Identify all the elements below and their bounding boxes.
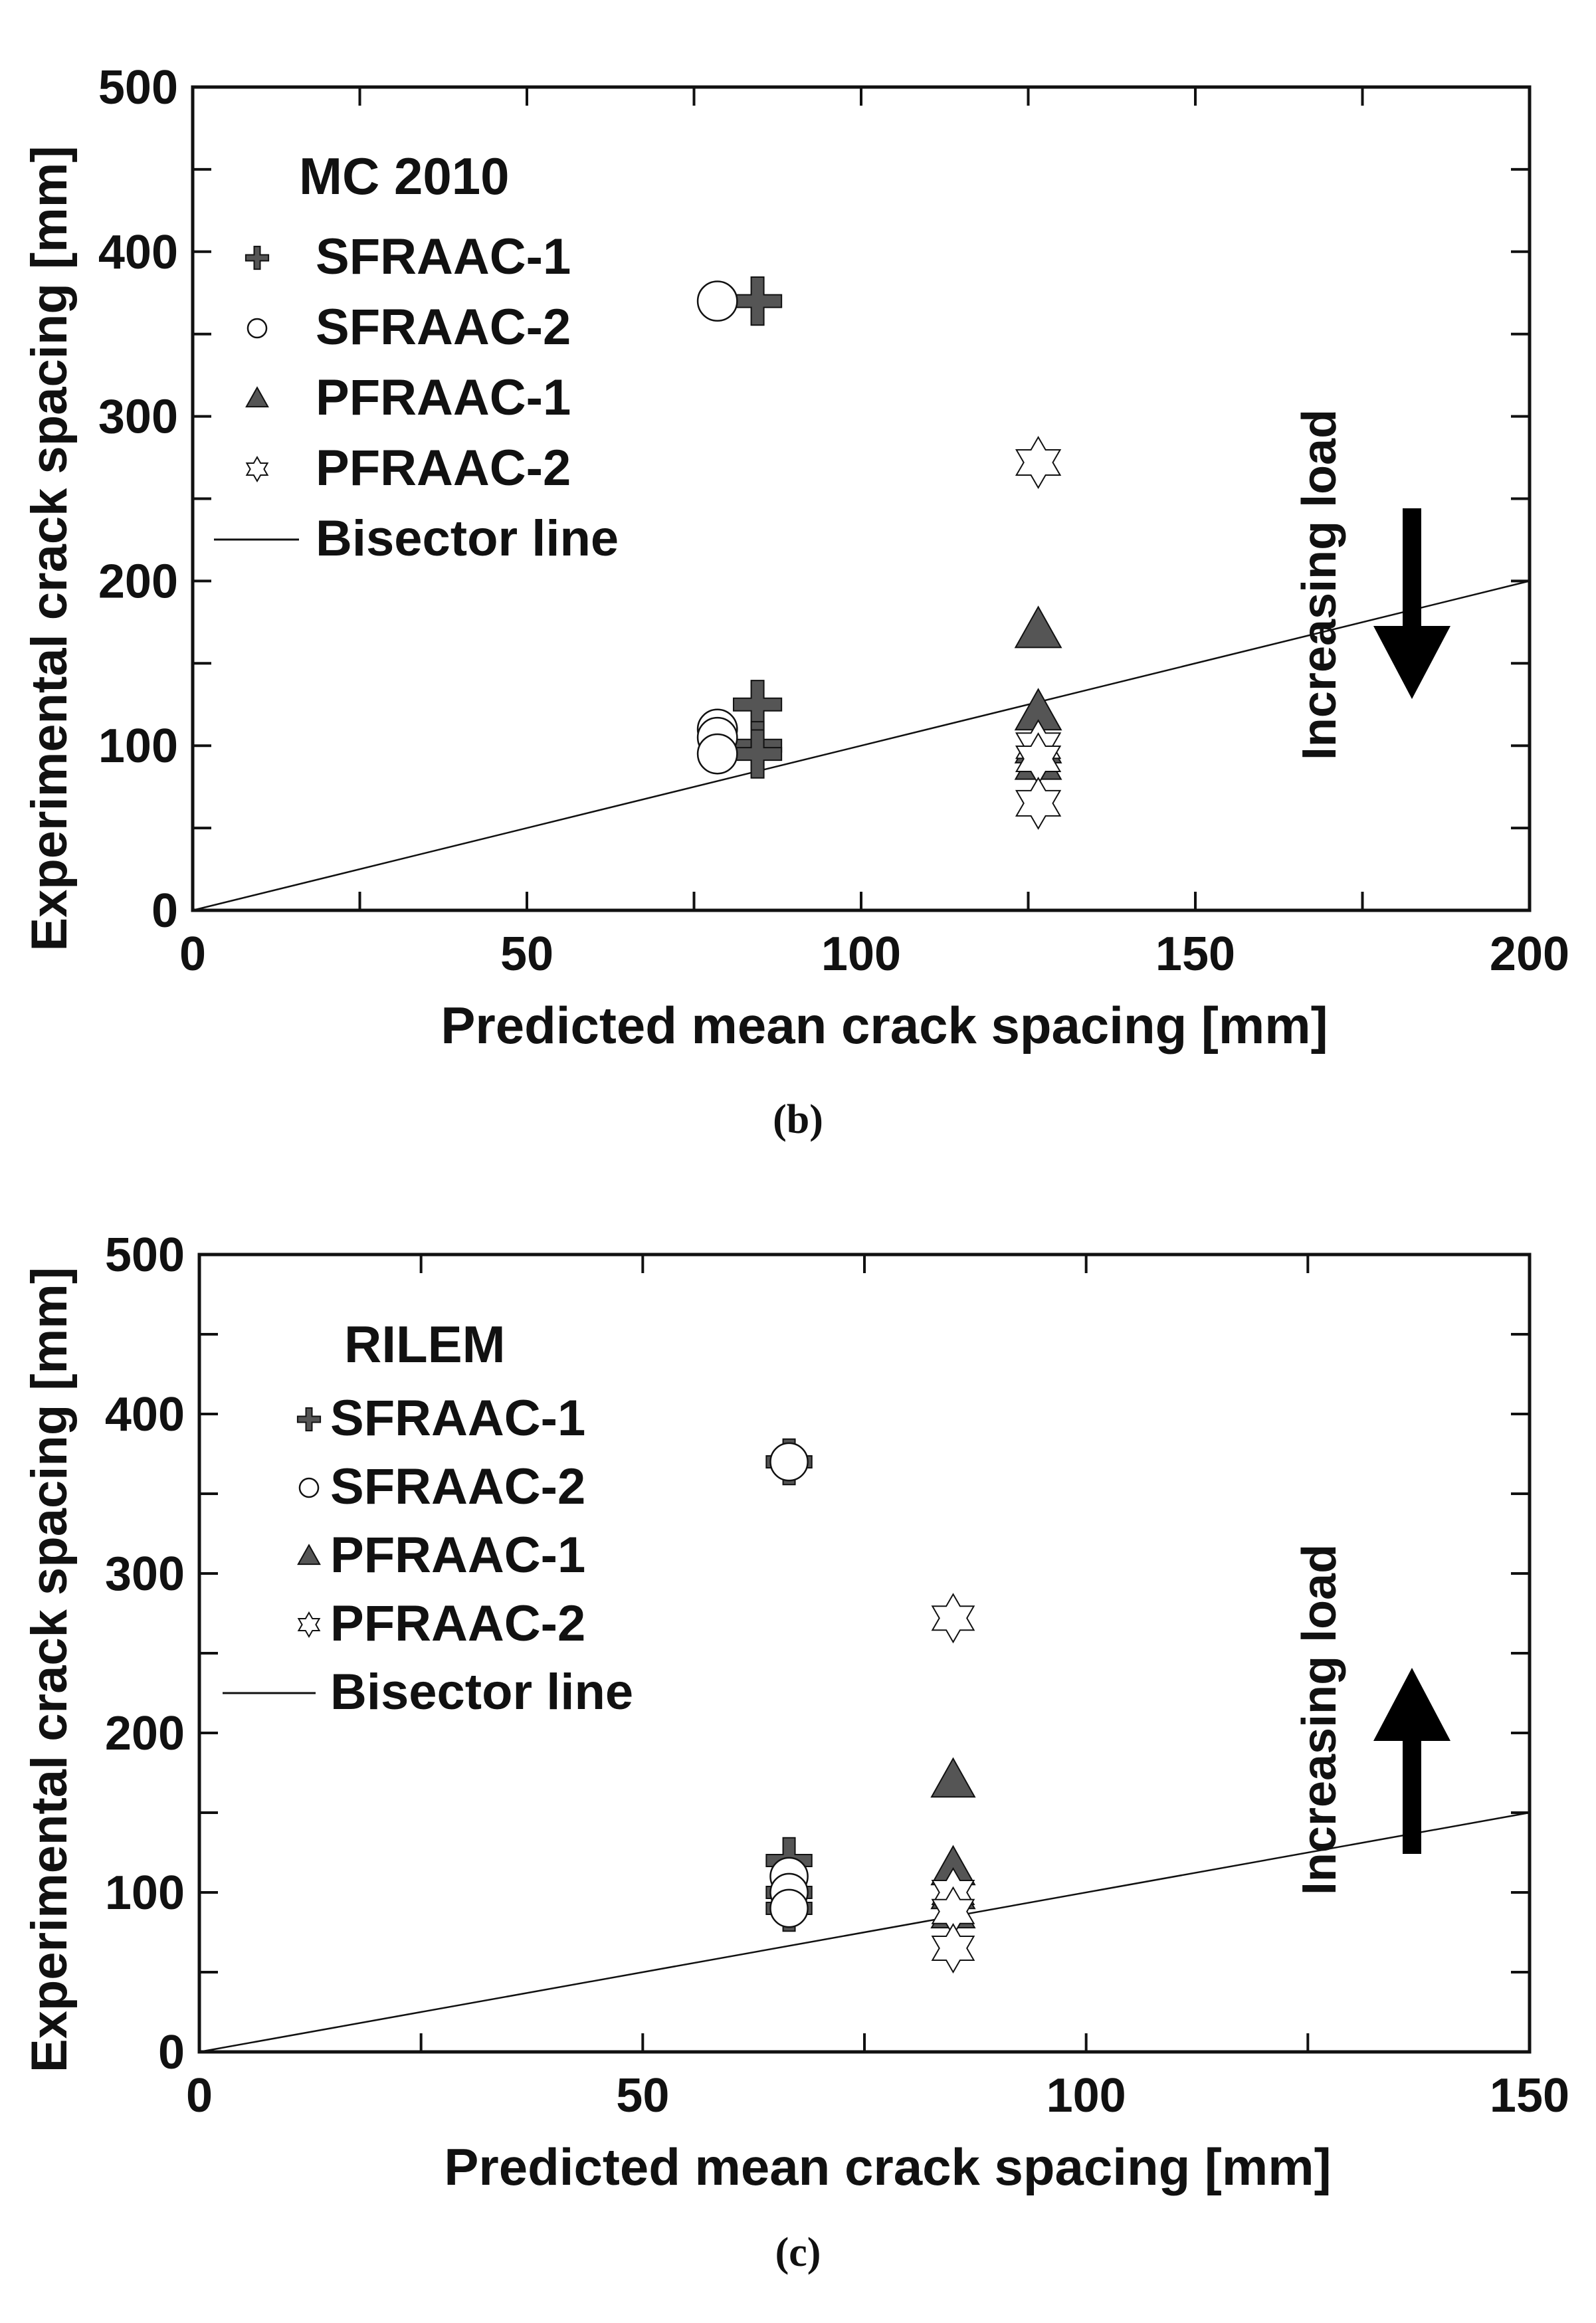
legend-label: SFRAAC-1 xyxy=(316,229,571,285)
arrow-up-icon xyxy=(1373,1668,1450,1854)
y-tick-label: 500 xyxy=(105,1229,185,1282)
annotation-increasing-load: Increasing load xyxy=(1293,1544,1346,1895)
y-tick-label: 300 xyxy=(98,391,178,444)
series-sfraac-1 xyxy=(732,276,783,779)
y-tick-label: 100 xyxy=(105,1867,185,1920)
legend-title: RILEM xyxy=(344,1315,506,1373)
y-tick-label: 300 xyxy=(105,1548,185,1601)
legend-marker xyxy=(247,318,268,339)
data-point xyxy=(931,1593,975,1644)
legend-label: PFRAAC-1 xyxy=(316,369,571,426)
legend-label: Bisector line xyxy=(330,1664,633,1720)
chart-panel-b: 0 50 100 150 200 0 100 200 300 400 500 Predicted me… xyxy=(21,61,1569,1142)
y-axis-title: Experimental crack spacing [mm] xyxy=(21,146,78,951)
legend-marker xyxy=(245,456,269,482)
legend-marker xyxy=(298,1477,320,1498)
bisector-line xyxy=(199,1811,1530,2053)
legend-label: PFRAAC-2 xyxy=(316,440,571,496)
y-tick-label: 200 xyxy=(105,1707,185,1760)
x-tick-label: 0 xyxy=(179,928,206,981)
legend-marker xyxy=(296,1407,322,1432)
y-tick-label: 500 xyxy=(98,61,178,114)
legend-label: SFRAAC-2 xyxy=(330,1459,585,1515)
series-pfraac-2 xyxy=(1015,436,1062,830)
x-tick-label: 0 xyxy=(186,2069,213,2122)
y-tick-label: 400 xyxy=(105,1388,185,1441)
arrow-down-icon xyxy=(1373,508,1450,699)
data-point xyxy=(769,1888,809,1928)
data-point xyxy=(769,1442,809,1482)
series-pfraac-2 xyxy=(931,1593,975,1973)
y-tick-label: 0 xyxy=(158,2026,185,2079)
data-point xyxy=(1015,436,1062,489)
legend-marker xyxy=(297,1611,321,1638)
x-tick-label: 200 xyxy=(1490,928,1569,981)
data-point xyxy=(732,729,783,779)
panel-caption: (c) xyxy=(775,2230,821,2275)
legend-label: Bisector line xyxy=(316,510,619,567)
bisector-line xyxy=(192,580,1530,912)
series-sfraac-2 xyxy=(696,280,738,775)
y-tick-label: 400 xyxy=(98,226,178,279)
data-point xyxy=(930,1757,976,1798)
legend-marker xyxy=(245,245,270,270)
data-point xyxy=(696,280,738,322)
data-point xyxy=(1014,605,1062,649)
legend-marker xyxy=(297,1544,321,1566)
x-axis-title: Predicted mean crack spacing [mm] xyxy=(441,996,1328,1055)
legend-label: PFRAAC-1 xyxy=(330,1527,585,1583)
x-tick-label: 100 xyxy=(1047,2069,1126,2122)
series-sfraac-2 xyxy=(769,1442,809,1928)
x-tick-label: 100 xyxy=(821,928,901,981)
annotation-increasing-load: Increasing load xyxy=(1293,409,1346,760)
x-axis-title: Predicted mean crack spacing [mm] xyxy=(444,2138,1331,2196)
legend-label: SFRAAC-1 xyxy=(330,1390,585,1447)
legend-marker xyxy=(245,386,269,408)
panel-caption: (b) xyxy=(773,1097,823,1142)
y-tick-label: 0 xyxy=(151,884,178,938)
data-point xyxy=(931,1923,975,1973)
data-point xyxy=(696,733,738,775)
y-axis-title: Experimental crack spacing [mm] xyxy=(21,1267,78,2072)
x-tick-label: 50 xyxy=(616,2069,669,2122)
x-tick-label: 150 xyxy=(1155,928,1235,981)
legend-label: SFRAAC-2 xyxy=(316,299,571,355)
data-point xyxy=(732,276,783,326)
data-point xyxy=(1015,776,1062,830)
y-tick-label: 200 xyxy=(98,555,178,608)
legend-label: PFRAAC-2 xyxy=(330,1595,585,1652)
legend-title: MC 2010 xyxy=(299,147,510,205)
x-tick-label: 50 xyxy=(500,928,553,981)
chart-panel-c: 0 50 100 150 0 100 200 300 400 500 Predicted mean … xyxy=(21,1229,1569,2275)
x-tick-label: 150 xyxy=(1490,2069,1569,2122)
y-tick-label: 100 xyxy=(98,720,178,773)
